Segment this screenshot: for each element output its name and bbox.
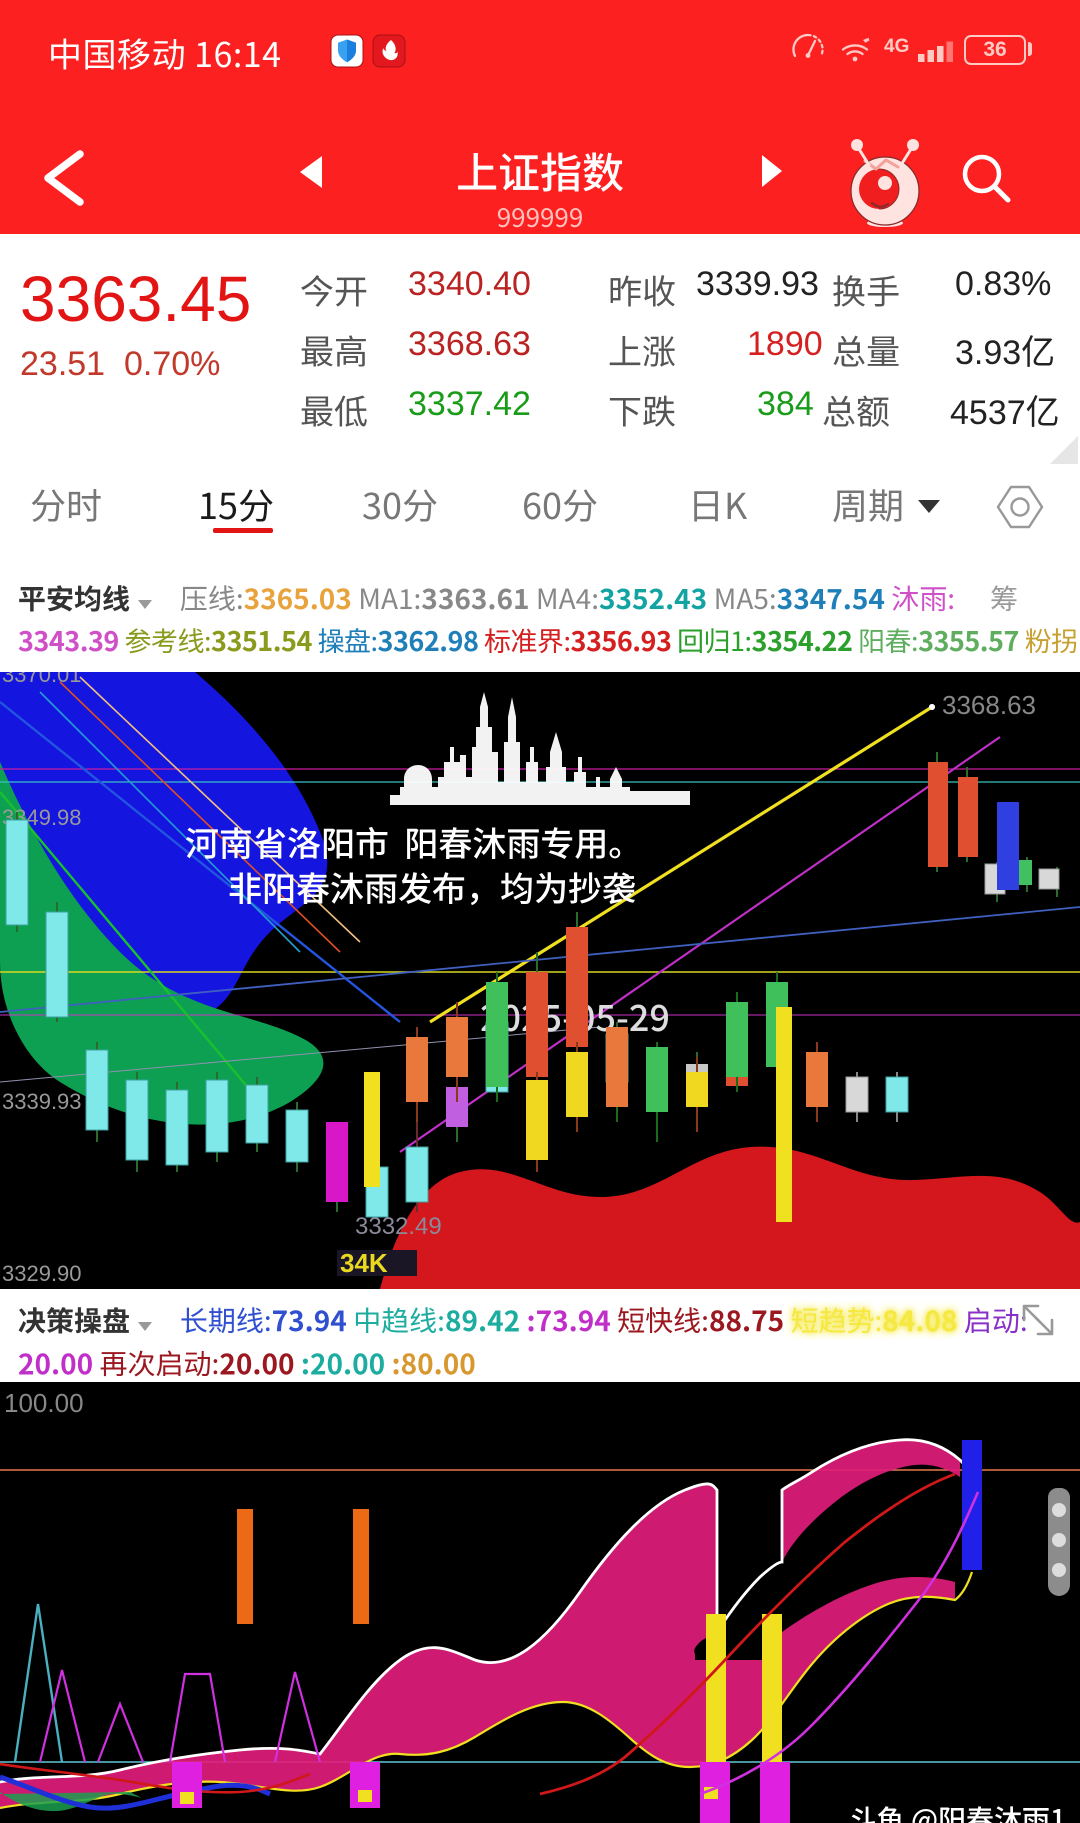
svg-text:100.00: 100.00 (4, 1388, 84, 1418)
